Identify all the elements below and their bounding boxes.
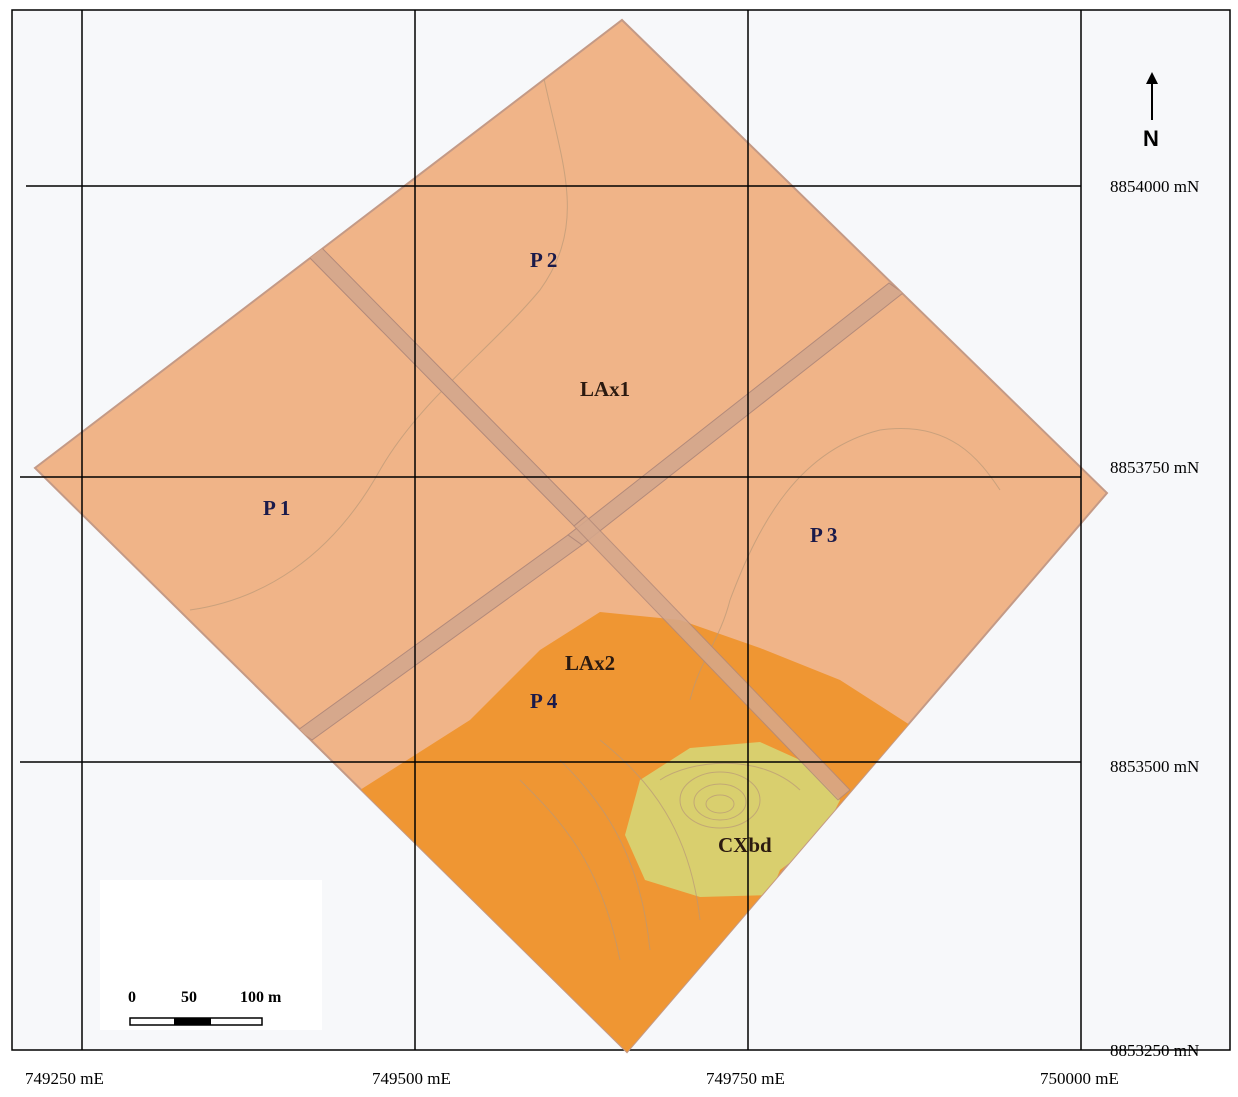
contour-lines xyxy=(189,59,1001,961)
soil-unit-cxbd-area xyxy=(625,742,840,897)
northing-labels: 8854000 mN 8853750 mN 8853500 mN 8853250… xyxy=(1110,177,1199,1060)
easting-labels: 749250 mE 749500 mE 749750 mE 750000 mE xyxy=(25,1069,1119,1088)
map-border xyxy=(11,9,1231,1051)
easting-label: 749750 mE xyxy=(706,1069,785,1088)
scale-label: 100 m xyxy=(240,989,282,1006)
soil-label-lax2: LAx2 xyxy=(565,651,615,675)
access-roads xyxy=(297,245,904,801)
north-label: N xyxy=(1143,126,1159,151)
northing-label: 8853750 mN xyxy=(1110,458,1199,477)
scale-bar: 0 50 100 m xyxy=(100,880,322,1030)
northing-label: 8853250 mN xyxy=(1110,1041,1199,1060)
easting-label: 750000 mE xyxy=(1040,1069,1119,1088)
easting-label: 749500 mE xyxy=(372,1069,451,1088)
soil-label-cxbd: CXbd xyxy=(718,833,772,857)
plot-label-p1: P 1 xyxy=(263,496,290,520)
scale-label: 50 xyxy=(181,989,197,1006)
plot-label-p4: P 4 xyxy=(530,689,558,713)
easting-label: 749250 mE xyxy=(25,1069,104,1088)
plot-label-p2: P 2 xyxy=(530,248,557,272)
north-arrow: N xyxy=(1143,72,1159,151)
northing-label: 8853500 mN xyxy=(1110,757,1199,776)
scale-label: 0 xyxy=(128,989,136,1006)
soil-label-lax1: LAx1 xyxy=(580,377,630,401)
coordinate-grid xyxy=(20,10,1082,1050)
northing-label: 8854000 mN xyxy=(1110,177,1199,196)
plot-label-p3: P 3 xyxy=(810,523,837,547)
